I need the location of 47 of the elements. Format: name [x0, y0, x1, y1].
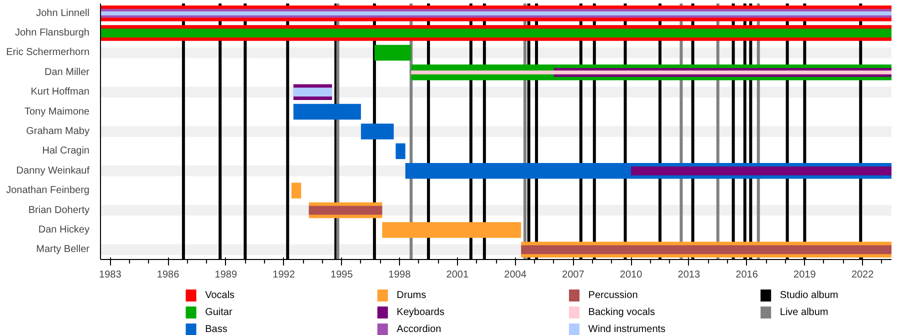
legend-label: Percussion — [588, 290, 638, 301]
y-tick-label: John Flansburgh — [15, 28, 90, 39]
y-tick-label: Hal Cragin — [42, 146, 90, 157]
x-tick-label: 1995 — [330, 270, 354, 280]
x-tick-label: 1986 — [156, 270, 180, 280]
y-tick-label: John Linnell — [36, 8, 90, 19]
x-tick-label: 2001 — [446, 270, 469, 280]
legend-label: Vocals — [205, 290, 235, 301]
y-tick-label: Graham Maby — [26, 126, 90, 137]
legend-label: Backing vocals — [588, 307, 655, 318]
legend-label: Accordion — [396, 324, 442, 335]
bar — [382, 222, 522, 238]
x-tick-label: 2022 — [851, 270, 874, 280]
x-tick-label: 2019 — [794, 270, 816, 280]
bar — [374, 44, 412, 61]
y-tick-label: Dan Miller — [44, 66, 90, 78]
x-tick-label: 1992 — [272, 270, 296, 280]
bar — [411, 70, 892, 74]
bar — [360, 124, 394, 140]
y-tick-label: Danny Weinkauf — [16, 165, 90, 176]
bar — [631, 166, 892, 176]
x-tick-label: 2010 — [620, 270, 643, 280]
x-tick-label: 2004 — [504, 270, 527, 280]
legend-label: Studio album — [780, 290, 838, 301]
x-tick-label: 1983 — [99, 270, 122, 280]
bar — [396, 143, 406, 160]
y-tick-label: Brian Doherty — [28, 204, 90, 216]
x-tick-label: 1989 — [214, 270, 238, 280]
y-tick-label: Marty Beller — [36, 244, 90, 256]
y-tick-label: Tony Maimone — [24, 106, 90, 118]
legend-label: Bass — [205, 324, 228, 335]
x-tick-label: 2016 — [736, 270, 758, 280]
bar — [308, 206, 382, 215]
y-tick-label: Kurt Hoffman — [30, 86, 90, 98]
legend-label: Guitar — [205, 307, 233, 318]
y-tick-label: Jonathan Feinberg — [6, 185, 90, 196]
bar — [293, 104, 361, 120]
legend-label: Live album — [780, 307, 828, 318]
legend-label: Wind instruments — [588, 324, 666, 335]
y-tick-label: Eric Schermerhorn — [6, 47, 90, 58]
bar — [292, 182, 302, 198]
legend-label: Keyboards — [396, 307, 444, 318]
x-tick-label: 1998 — [388, 270, 412, 280]
legend-label: Drums — [396, 290, 426, 301]
y-tick-label: Dan Hickey — [38, 224, 90, 236]
x-tick-label: 2007 — [562, 270, 585, 280]
x-tick-label: 2013 — [678, 270, 700, 280]
